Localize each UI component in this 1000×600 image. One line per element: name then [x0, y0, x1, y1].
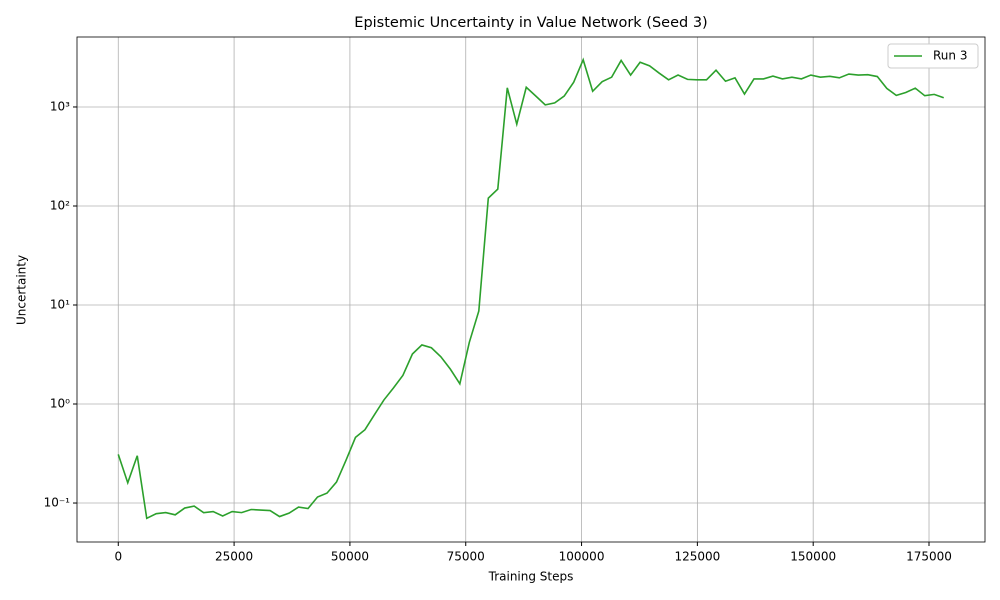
x-tick-label: 150000	[790, 550, 836, 564]
y-axis-label: Uncertainty	[15, 255, 29, 325]
legend-label: Run 3	[933, 49, 967, 63]
y-tick-label: 10⁻¹	[44, 496, 71, 510]
y-tick-label: 10²	[50, 198, 70, 212]
chart-title: Epistemic Uncertainty in Value Network (…	[354, 15, 707, 31]
x-tick-label: 75000	[447, 550, 485, 564]
x-tick-label: 125000	[674, 550, 720, 564]
x-tick-label: 50000	[331, 550, 369, 564]
plot-frame	[76, 36, 986, 543]
y-tick-label: 10³	[50, 99, 70, 113]
x-tick-label: 175000	[906, 550, 952, 564]
x-tick-label: 100000	[559, 550, 605, 564]
legend-box	[887, 43, 979, 69]
x-tick-label: 0	[114, 550, 122, 564]
line	[117, 57, 944, 520]
x-tick-label: 25000	[215, 550, 253, 564]
x-axis-label: Training Steps	[488, 570, 574, 584]
y-tick-label: 10⁰	[50, 397, 70, 411]
y-tick-label: 10¹	[50, 298, 70, 312]
